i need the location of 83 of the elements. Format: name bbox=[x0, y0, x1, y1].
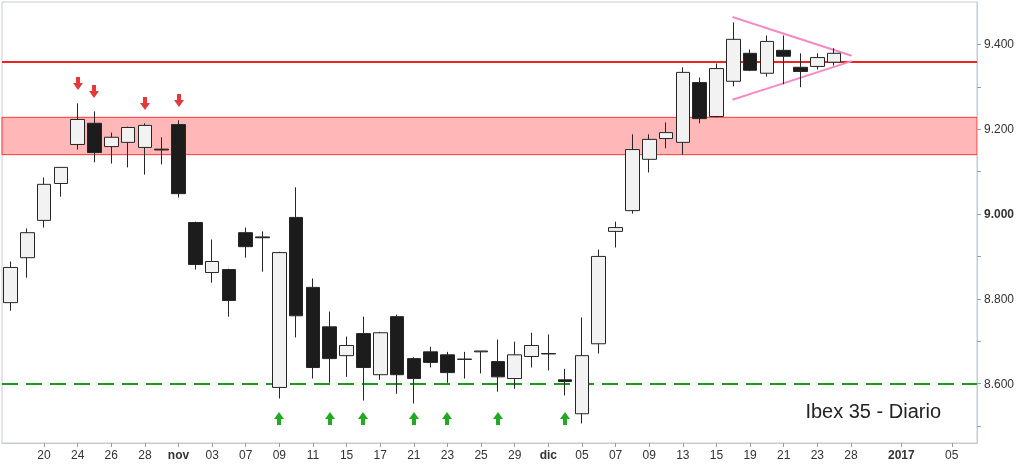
candlestick bbox=[608, 221, 623, 249]
candlestick bbox=[272, 251, 287, 399]
x-tick-label: 13 bbox=[676, 448, 690, 462]
candlestick bbox=[70, 102, 85, 151]
y-tick-label: 9.000 bbox=[984, 207, 1015, 222]
candlestick bbox=[760, 35, 774, 78]
candlestick bbox=[20, 227, 35, 279]
candlestick bbox=[575, 316, 589, 424]
candlestick bbox=[3, 261, 18, 312]
x-tick-label: 2017 bbox=[888, 448, 916, 462]
x-tick-label: 09 bbox=[642, 448, 657, 462]
candlestick bbox=[726, 21, 741, 87]
text: Ibex 35 - Diario bbox=[805, 400, 942, 422]
candlestick bbox=[457, 351, 472, 380]
candlestick bbox=[659, 121, 673, 149]
y-tick-label: 9.400 bbox=[984, 37, 1015, 52]
candlestick bbox=[238, 227, 253, 259]
x-tick-label: 07 bbox=[239, 448, 253, 462]
x-tick-label: 26 bbox=[104, 448, 119, 462]
candlestick bbox=[642, 133, 657, 173]
candlestick bbox=[255, 230, 270, 273]
x-tick-label: 29 bbox=[508, 448, 522, 462]
x-tick-label: 15 bbox=[339, 448, 354, 462]
y-tick-label: 8.600 bbox=[984, 376, 1015, 391]
candlestick bbox=[289, 186, 303, 338]
candlestick bbox=[491, 339, 505, 393]
candlestick bbox=[625, 133, 640, 215]
x-tick-label: 03 bbox=[205, 448, 220, 462]
candlestick bbox=[322, 311, 337, 384]
x-tick-label: 09 bbox=[272, 448, 287, 462]
x-tick-label: 21 bbox=[407, 448, 421, 462]
candlestick bbox=[793, 52, 808, 88]
x-tick-label: 23 bbox=[810, 448, 825, 462]
candlestick bbox=[407, 356, 421, 405]
y-tick-label: 9.200 bbox=[984, 122, 1015, 137]
x-tick-label: 23 bbox=[440, 448, 455, 462]
x-tick-label: 28 bbox=[138, 448, 152, 462]
x-tick-label: 24 bbox=[70, 448, 85, 462]
y-tick-label: 8.800 bbox=[984, 291, 1015, 306]
x-tick-label: 05 bbox=[945, 448, 959, 462]
candlestick bbox=[743, 48, 757, 72]
x-tick-label: 05 bbox=[575, 448, 589, 462]
candlestick bbox=[205, 238, 219, 284]
x-tick-label: 21 bbox=[777, 448, 791, 462]
x-tick-label: nov bbox=[167, 448, 190, 462]
x-tick-label: 20 bbox=[37, 448, 52, 462]
x-tick-label: dic bbox=[539, 448, 558, 462]
candlestick bbox=[524, 332, 539, 369]
x-tick-label: 15 bbox=[709, 448, 724, 462]
candlestick bbox=[558, 368, 572, 397]
candlestick bbox=[37, 177, 51, 229]
candlestick bbox=[306, 277, 320, 380]
candlestick bbox=[440, 351, 455, 384]
candlestick bbox=[222, 268, 236, 318]
candlestick bbox=[423, 346, 438, 369]
candlestick bbox=[171, 119, 186, 198]
x-tick-label: 07 bbox=[608, 448, 623, 462]
candlestick bbox=[692, 76, 707, 124]
candlestick bbox=[541, 333, 556, 371]
candlestick bbox=[591, 249, 606, 355]
candlestick bbox=[507, 341, 522, 390]
candlestick bbox=[121, 126, 135, 168]
candlestick bbox=[827, 47, 841, 67]
candlestick bbox=[373, 331, 388, 381]
candlestick bbox=[339, 336, 354, 378]
candlestick bbox=[676, 66, 690, 156]
candlestick bbox=[356, 316, 371, 402]
x-tick-label: 11 bbox=[306, 448, 320, 462]
candlestick bbox=[104, 132, 119, 165]
candlestick bbox=[810, 52, 825, 70]
candlestick bbox=[154, 136, 169, 165]
candlestick bbox=[138, 122, 152, 176]
candlestick bbox=[709, 62, 724, 118]
x-tick-label: 17 bbox=[373, 448, 388, 462]
candlestick bbox=[87, 110, 102, 163]
candlestick bbox=[474, 350, 488, 374]
candlestick bbox=[188, 221, 203, 271]
candlestick bbox=[776, 35, 791, 85]
candlestick bbox=[54, 166, 68, 198]
candlestick bbox=[390, 314, 404, 395]
x-tick-label: 25 bbox=[474, 448, 489, 462]
x-tick-label: 19 bbox=[743, 448, 758, 462]
x-tick-label: 28 bbox=[844, 448, 858, 462]
